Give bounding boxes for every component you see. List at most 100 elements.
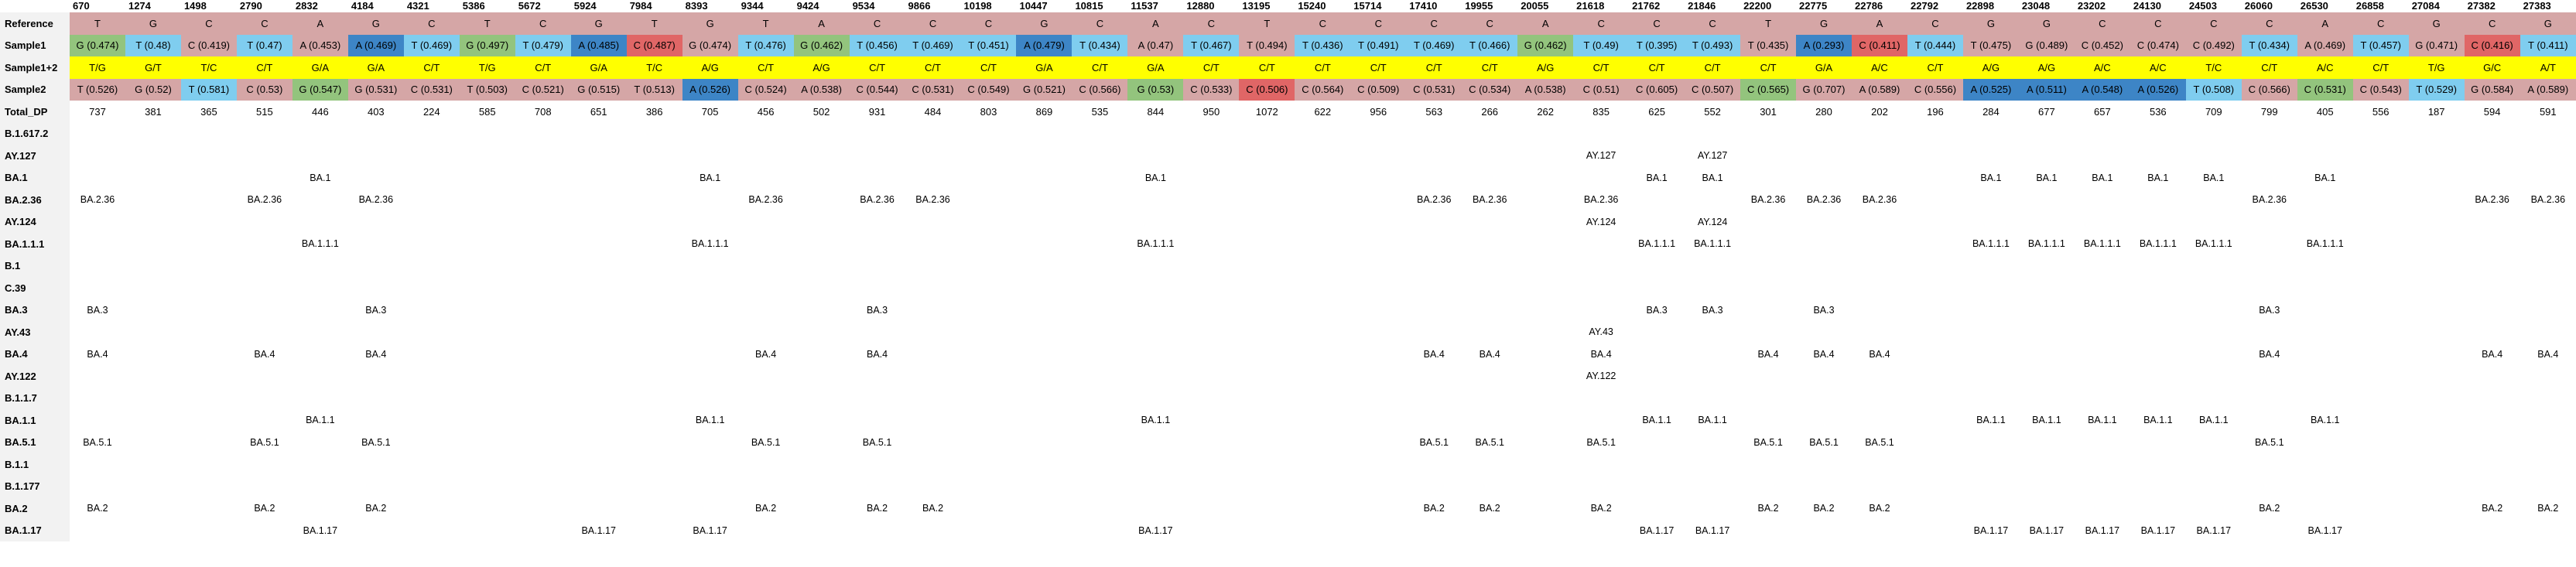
lineage-cell xyxy=(1016,233,1072,255)
lineage-cell xyxy=(1239,145,1295,167)
lineage-cell xyxy=(460,432,515,454)
reference-base: C xyxy=(515,12,571,35)
position-header: 26530 xyxy=(2300,0,2328,12)
row-label: AY.127 xyxy=(0,145,70,167)
lineage-cell xyxy=(460,277,515,299)
genotype-cell: C/T xyxy=(1573,56,1630,79)
lineage-cell xyxy=(1072,189,1127,211)
depth-cell: 677 xyxy=(2038,105,2055,118)
lineage-cell xyxy=(1685,453,1740,476)
lineage-cell xyxy=(905,476,961,498)
lineage-cell xyxy=(1740,255,1796,278)
lineage-cell xyxy=(2019,388,2075,410)
lineage-cell xyxy=(70,277,125,299)
lineage-cell xyxy=(682,432,738,454)
allele-cell: C (0.411) xyxy=(1852,34,1907,56)
lineage-cell xyxy=(1183,520,1239,542)
lineage-cell: BA.2 xyxy=(866,503,888,514)
allele-cell: A (0.469) xyxy=(347,34,404,56)
lineage-cell xyxy=(1127,189,1183,211)
table-row: BA.1.17 BA.1.17 BA.1.17 BA.1.17 BA.1.17 BA.1.… xyxy=(0,519,2576,542)
lineage-cell xyxy=(348,365,404,388)
reference-base: T xyxy=(1239,12,1295,35)
row-label: BA.1.1.1 xyxy=(0,233,70,255)
lineage-cell xyxy=(1852,255,1907,278)
genotype-cell: C/T xyxy=(905,56,961,79)
depth-cell: 484 xyxy=(924,105,942,118)
lineage-cell xyxy=(1573,167,1629,190)
lineage-cell xyxy=(1685,497,1740,520)
lineage-cell xyxy=(1127,432,1183,454)
lineage-cell xyxy=(682,277,738,299)
lineage-cell xyxy=(1183,145,1239,167)
lineage-cell: AY.127 xyxy=(1586,150,1616,162)
allele-cell: T (0.466) xyxy=(1462,34,1518,56)
lineage-cell xyxy=(348,277,404,299)
genotype-cell: C/T xyxy=(1295,56,1351,79)
position-header: 11537 xyxy=(1131,0,1158,12)
lineage-cell xyxy=(460,211,515,234)
lineage-cell xyxy=(1907,520,1963,542)
lineage-cell xyxy=(125,365,181,388)
reference-base: C xyxy=(1462,12,1518,35)
position-header: 1274 xyxy=(128,0,151,12)
lineage-cell xyxy=(682,299,738,322)
genotype-cell: T/G xyxy=(70,56,125,79)
lineage-cell xyxy=(2019,145,2075,167)
lineage-cell xyxy=(1295,388,1350,410)
allele-cell: T (0.508) xyxy=(2185,78,2242,101)
lineage-cell xyxy=(850,476,905,498)
allele-cell: T (0.451) xyxy=(960,34,1017,56)
allele-cell: G (0.462) xyxy=(793,34,850,56)
allele-cell: T (0.434) xyxy=(2241,34,2297,56)
genotype-cell: T/C xyxy=(2185,56,2242,79)
lineage-cell xyxy=(1016,409,1072,432)
allele-cell: T (0.529) xyxy=(2408,78,2465,101)
table-row: BA.2.36 BA.2.36 BA.2.36 BA.2.36 BA.2.36 BA.2.… xyxy=(0,189,2576,211)
lineage-cell xyxy=(2409,167,2465,190)
allele-cell: C (0.521) xyxy=(515,78,571,101)
depth-cell: 224 xyxy=(422,105,440,118)
lineage-cell xyxy=(181,520,237,542)
lineage-cell xyxy=(1963,277,2019,299)
position-header: 21762 xyxy=(1632,0,1661,12)
depth-cell: 187 xyxy=(2427,105,2445,118)
position-header: 2790 xyxy=(239,0,262,12)
lineage-cell xyxy=(2353,432,2409,454)
reference-base: A xyxy=(1852,12,1907,35)
lineage-cell xyxy=(738,211,794,234)
position-header: 9424 xyxy=(796,0,819,12)
lineage-cell xyxy=(1127,211,1183,234)
lineage-cell xyxy=(1072,432,1127,454)
lineage-cell xyxy=(1183,365,1239,388)
depth-cell: 835 xyxy=(1592,105,1610,118)
lineage-cell xyxy=(2409,343,2465,366)
lineage-cell: BA.1.1.1 xyxy=(1137,238,1175,250)
depth-cell: 591 xyxy=(2539,105,2557,118)
lineage-cell xyxy=(1796,453,1852,476)
lineage-cell xyxy=(292,432,348,454)
allele-cell: A (0.511) xyxy=(2018,78,2075,101)
lineage-cell: BA.4 xyxy=(1423,348,1445,360)
lineage-cell: BA.2 xyxy=(1590,503,1612,514)
lineage-cell xyxy=(1239,388,1295,410)
allele-cell: T (0.395) xyxy=(1629,34,1685,56)
table-row: B.1.617.2 xyxy=(0,122,2576,145)
lineage-cell xyxy=(2019,343,2075,366)
lineage-cell xyxy=(1573,409,1629,432)
lineage-cell xyxy=(738,145,794,167)
lineage-cell: BA.1 xyxy=(700,172,721,183)
lineage-cell xyxy=(850,277,905,299)
lineage-cell xyxy=(348,255,404,278)
lineage-cell: BA.1 xyxy=(1980,172,2002,183)
row-label: B.1.177 xyxy=(0,475,70,497)
lineage-cell xyxy=(2186,277,2242,299)
lineage-cell: BA.1.1 xyxy=(306,415,335,426)
lineage-cell xyxy=(1517,123,1573,145)
lineage-cell: BA.4 xyxy=(254,348,275,360)
table-row: BA.1.1 BA.1.1 BA.1.1 BA.1.1 BA.1.1 BA.1.1 BA.1… xyxy=(0,409,2576,432)
lineage-cell xyxy=(1462,520,1517,542)
lineage-cell xyxy=(1796,211,1852,234)
lineage-cell xyxy=(515,453,571,476)
allele-cell: G (0.474) xyxy=(70,34,125,56)
